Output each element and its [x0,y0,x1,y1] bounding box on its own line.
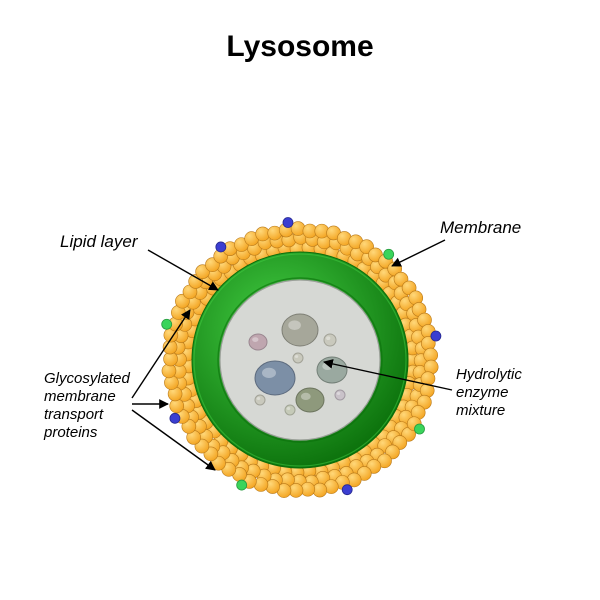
label-hydrolytic: Hydrolytic enzyme mixture [456,366,522,420]
label-transport-proteins: Glycosylated membrane transport proteins [44,370,130,442]
label-membrane: Membrane [440,218,521,238]
lysosome-diagram [0,0,600,600]
label-lipid-layer: Lipid layer [60,232,138,252]
